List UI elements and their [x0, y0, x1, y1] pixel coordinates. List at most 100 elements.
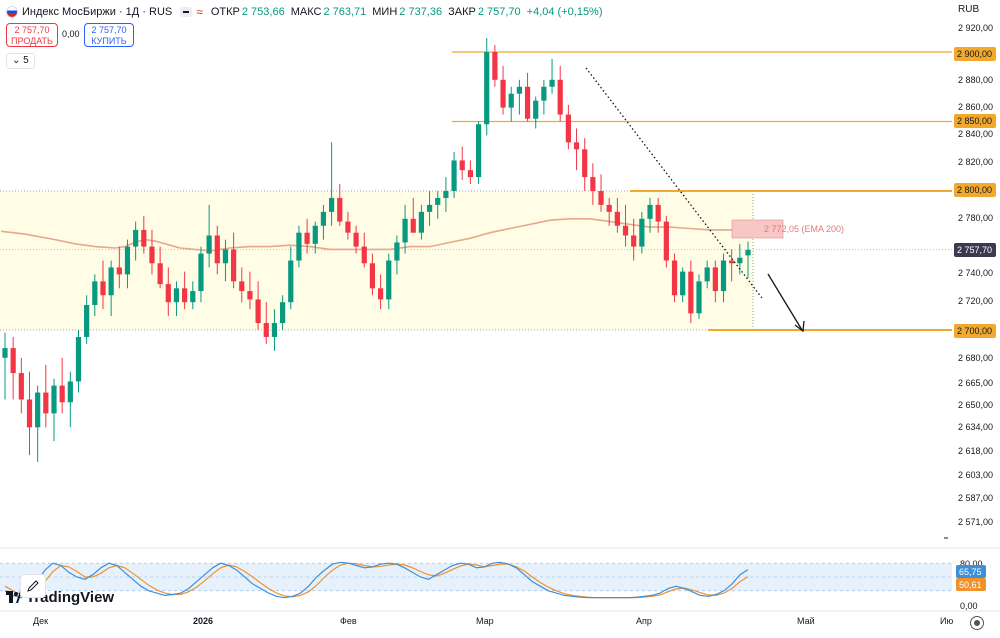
candle-body[interactable] [712, 267, 718, 292]
candle-body[interactable] [84, 304, 90, 337]
candle-body[interactable] [206, 235, 212, 254]
candle-body[interactable] [271, 323, 278, 337]
candle-body[interactable] [443, 191, 449, 198]
candle-body[interactable] [18, 373, 24, 400]
currency-label[interactable]: RUB [958, 4, 980, 15]
candle-body[interactable] [35, 392, 41, 428]
candle-body[interactable] [165, 284, 171, 303]
candle-body[interactable] [557, 79, 563, 115]
candle-body[interactable] [720, 260, 727, 292]
candle-body[interactable] [51, 385, 57, 414]
candle-body[interactable] [10, 348, 16, 374]
candle-body[interactable] [459, 160, 465, 171]
candle-body[interactable] [43, 392, 49, 414]
candle-body[interactable] [345, 221, 351, 233]
candle-body[interactable] [729, 260, 735, 264]
candle-body[interactable] [639, 218, 645, 247]
candle-body[interactable] [475, 124, 482, 178]
candle-body[interactable] [631, 235, 637, 247]
stoch-k-line[interactable] [4, 561, 749, 599]
gear-icon[interactable] [970, 616, 984, 630]
candle-body[interactable] [418, 211, 425, 233]
candle-body[interactable] [598, 191, 604, 205]
candle-body[interactable] [263, 323, 269, 337]
candle-body[interactable] [116, 267, 122, 275]
symbol-header[interactable]: Индекс МосБиржи · 1Д · RUS ≈ ОТКР 2 753,… [6, 4, 603, 20]
buy-button[interactable]: 2 757,70 КУПИТЬ [84, 23, 134, 47]
candle-body[interactable] [353, 232, 359, 247]
candle-body[interactable] [549, 79, 555, 87]
candle-body[interactable] [573, 142, 580, 150]
candle-body[interactable] [524, 86, 531, 119]
candle-body[interactable] [606, 204, 612, 212]
candle-body[interactable] [582, 149, 588, 178]
candle-body[interactable] [59, 385, 65, 403]
candle-body[interactable] [737, 257, 743, 264]
candle-body[interactable] [377, 288, 384, 300]
forecast-arrow[interactable] [767, 273, 803, 331]
candle-body[interactable] [680, 271, 686, 296]
candle-body[interactable] [426, 204, 433, 212]
candle-body[interactable] [516, 86, 522, 94]
candle-body[interactable] [386, 260, 392, 300]
candle-body[interactable] [435, 197, 441, 205]
candle-body[interactable] [647, 204, 653, 219]
candle-body[interactable] [663, 221, 669, 261]
candle-body[interactable] [149, 246, 155, 264]
candle-body[interactable] [361, 246, 367, 264]
candle-body[interactable] [312, 225, 318, 244]
candle-body[interactable] [467, 170, 473, 178]
candle-body[interactable] [590, 177, 596, 191]
candle-body[interactable] [696, 281, 702, 314]
candle-body[interactable] [222, 249, 229, 264]
candle-body[interactable] [541, 86, 547, 101]
candle-body[interactable] [280, 302, 286, 324]
candle-body[interactable] [75, 336, 82, 382]
candle-body[interactable] [92, 281, 98, 305]
candle-body[interactable] [369, 263, 376, 289]
candle-body[interactable] [190, 291, 196, 303]
candle-body[interactable] [533, 100, 539, 119]
candle-body[interactable] [214, 235, 220, 264]
candle-body[interactable] [410, 218, 416, 233]
candle-body[interactable] [157, 263, 163, 285]
candle-body[interactable] [328, 197, 335, 212]
candle-body[interactable] [622, 225, 629, 236]
candle-body[interactable] [108, 267, 114, 296]
candle-body[interactable] [288, 260, 294, 303]
candle-body[interactable] [688, 271, 694, 314]
candle-body[interactable] [655, 204, 661, 222]
candle-body[interactable] [296, 232, 302, 261]
candle-body[interactable] [704, 267, 710, 282]
symbol-title[interactable]: Индекс МосБиржи · 1Д · RUS [22, 6, 173, 18]
candle-body[interactable] [255, 299, 261, 324]
candle-body[interactable] [304, 232, 310, 244]
candle-body[interactable] [124, 246, 131, 275]
trend-line[interactable] [585, 67, 763, 299]
candle-body[interactable] [508, 93, 514, 108]
candle-body[interactable] [231, 249, 237, 282]
candle-body[interactable] [402, 218, 408, 243]
candle-body[interactable] [320, 211, 327, 226]
candle-body[interactable] [500, 79, 506, 108]
candle-body[interactable] [141, 229, 147, 247]
candle-body[interactable] [484, 52, 490, 125]
candle-body[interactable] [198, 253, 204, 292]
sell-button[interactable]: 2 757,70 ПРОДАТЬ [6, 23, 58, 47]
indicators-toggle[interactable]: ⌄ 5 [6, 53, 35, 69]
candle-body[interactable] [492, 52, 498, 80]
candle-body[interactable] [26, 399, 33, 428]
candle-body[interactable] [745, 249, 751, 256]
pen-icon[interactable] [20, 574, 46, 598]
tradingview-logo[interactable]: TradingView [6, 586, 114, 608]
toggle-icon[interactable] [180, 7, 193, 17]
candle-body[interactable] [671, 260, 678, 296]
candle-body[interactable] [337, 197, 343, 222]
candle-body[interactable] [67, 381, 73, 403]
candle-body[interactable] [394, 242, 400, 261]
candle-body[interactable] [100, 281, 106, 296]
candle-body[interactable] [247, 291, 253, 300]
candle-body[interactable] [239, 281, 245, 292]
candle-body[interactable] [565, 114, 571, 143]
